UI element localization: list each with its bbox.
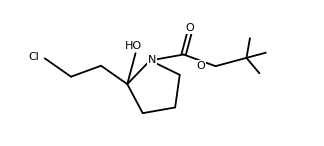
Text: N: N [148, 55, 156, 65]
Text: O: O [185, 23, 194, 33]
Text: O: O [196, 61, 205, 71]
Text: HO: HO [125, 41, 142, 51]
Text: Cl: Cl [28, 52, 39, 62]
